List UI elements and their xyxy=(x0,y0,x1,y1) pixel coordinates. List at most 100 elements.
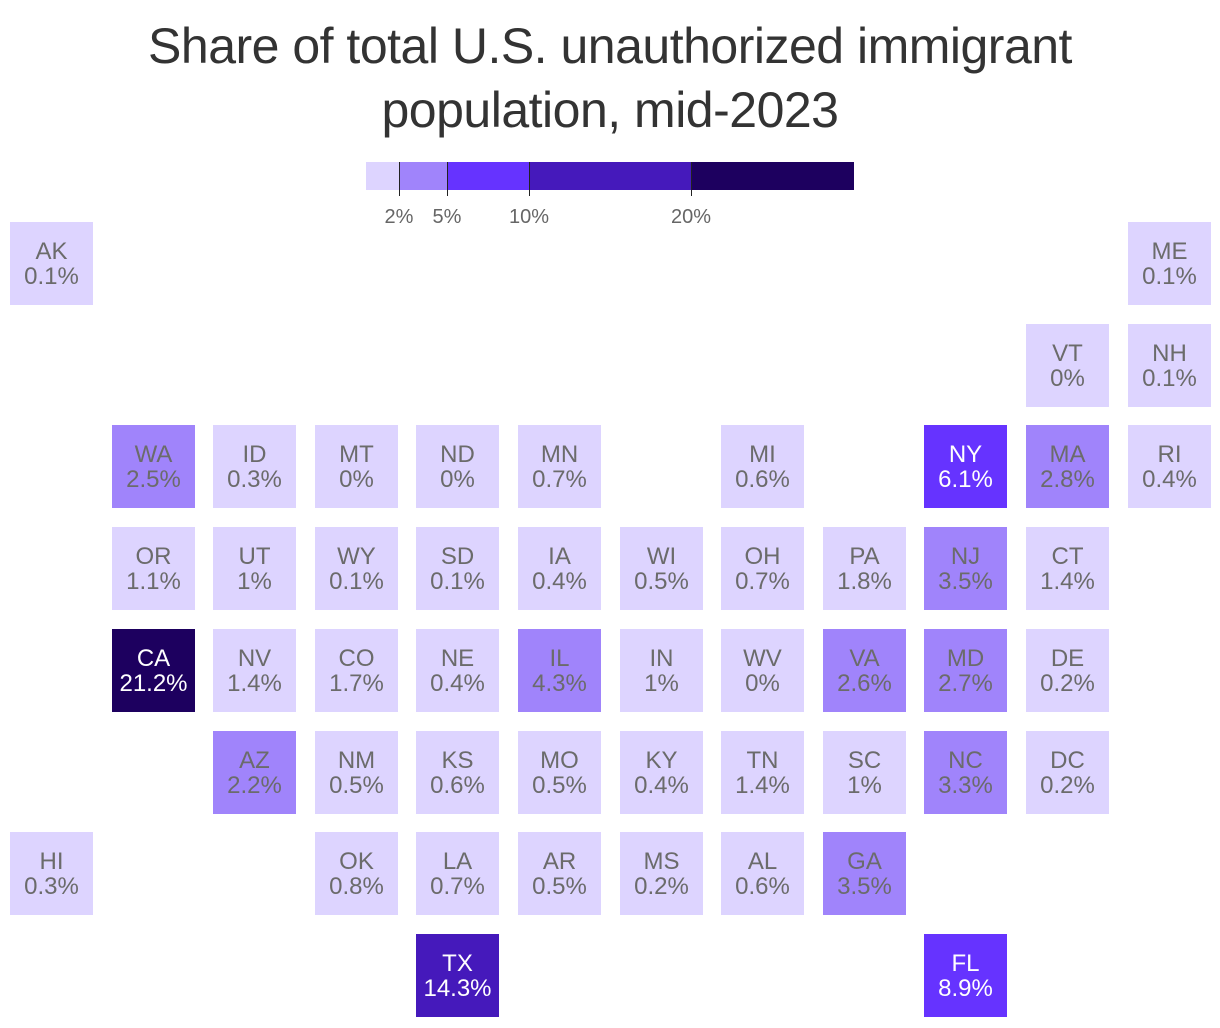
state-share-value: 0.6% xyxy=(430,771,485,799)
state-share-value: 0.1% xyxy=(1142,364,1197,392)
state-share-value: 0.4% xyxy=(532,567,587,595)
state-tile-oh[interactable]: OH 0.7% xyxy=(721,527,804,610)
state-tile-nc[interactable]: NC 3.3% xyxy=(924,731,1007,814)
state-share-value: 0.1% xyxy=(430,567,485,595)
state-tile-ak[interactable]: AK 0.1% xyxy=(10,222,93,305)
state-tile-ok[interactable]: OK 0.8% xyxy=(315,832,398,915)
state-share-value: 0.4% xyxy=(430,669,485,697)
state-tile-hi[interactable]: HI 0.3% xyxy=(10,832,93,915)
state-tile-va[interactable]: VA 2.6% xyxy=(823,629,906,712)
state-share-value: 0% xyxy=(745,669,780,697)
state-abbr: ND xyxy=(440,440,475,468)
state-tile-nm[interactable]: NM 0.5% xyxy=(315,731,398,814)
state-tile-ca[interactable]: CA 21.2% xyxy=(112,629,195,712)
state-tile-ks[interactable]: KS 0.6% xyxy=(416,731,499,814)
state-tile-ri[interactable]: RI 0.4% xyxy=(1128,425,1211,508)
state-share-value: 3.5% xyxy=(837,872,892,900)
legend-tick-label: 5% xyxy=(432,206,462,228)
state-share-value: 0.3% xyxy=(227,465,282,493)
state-tile-de[interactable]: DE 0.2% xyxy=(1026,629,1109,712)
state-abbr: LA xyxy=(442,847,473,875)
state-abbr: NV xyxy=(237,644,272,672)
state-abbr: AR xyxy=(542,847,577,875)
state-tile-in[interactable]: IN 1% xyxy=(620,629,703,712)
state-share-value: 0.2% xyxy=(1040,771,1095,799)
state-tile-ia[interactable]: IA 0.4% xyxy=(518,527,601,610)
state-tile-dc[interactable]: DC 0.2% xyxy=(1026,731,1109,814)
state-abbr: OH xyxy=(744,542,781,570)
state-abbr: AK xyxy=(35,237,68,265)
state-tile-nj[interactable]: NJ 3.5% xyxy=(924,527,1007,610)
state-tile-id[interactable]: ID 0.3% xyxy=(213,425,296,508)
state-share-value: 0.1% xyxy=(24,262,79,290)
state-tile-mt[interactable]: MT 0% xyxy=(315,425,398,508)
state-tile-fl[interactable]: FL 8.9% xyxy=(924,934,1007,1017)
state-tile-wy[interactable]: WY 0.1% xyxy=(315,527,398,610)
state-tile-nv[interactable]: NV 1.4% xyxy=(213,629,296,712)
state-tile-nd[interactable]: ND 0% xyxy=(416,425,499,508)
state-share-value: 0.2% xyxy=(1040,669,1095,697)
state-tile-wi[interactable]: WI 0.5% xyxy=(620,527,703,610)
state-abbr: NY xyxy=(948,440,983,468)
state-tile-ga[interactable]: GA 3.5% xyxy=(823,832,906,915)
legend-swatch xyxy=(398,162,448,190)
state-tile-vt[interactable]: VT 0% xyxy=(1026,324,1109,407)
state-tile-mn[interactable]: MN 0.7% xyxy=(518,425,601,508)
state-abbr: MA xyxy=(1049,440,1086,468)
state-abbr: DE xyxy=(1050,644,1085,672)
state-tile-la[interactable]: LA 0.7% xyxy=(416,832,499,915)
state-tile-ky[interactable]: KY 0.4% xyxy=(620,731,703,814)
state-abbr: NC xyxy=(948,746,983,774)
state-tile-wa[interactable]: WA 2.5% xyxy=(112,425,195,508)
state-tile-sc[interactable]: SC 1% xyxy=(823,731,906,814)
state-tile-or[interactable]: OR 1.1% xyxy=(112,527,195,610)
legend-swatch xyxy=(366,162,399,190)
state-abbr: NJ xyxy=(950,542,981,570)
state-tile-ma[interactable]: MA 2.8% xyxy=(1026,425,1109,508)
state-share-value: 2.7% xyxy=(938,669,993,697)
state-tile-mi[interactable]: MI 0.6% xyxy=(721,425,804,508)
state-tile-me[interactable]: ME 0.1% xyxy=(1128,222,1211,305)
state-share-value: 1% xyxy=(237,567,272,595)
state-abbr: AZ xyxy=(239,746,270,774)
state-tile-ms[interactable]: MS 0.2% xyxy=(620,832,703,915)
state-share-value: 21.2% xyxy=(119,669,188,697)
state-tile-ct[interactable]: CT 1.4% xyxy=(1026,527,1109,610)
legend-tick xyxy=(399,162,400,196)
state-abbr: WA xyxy=(134,440,173,468)
state-tile-ar[interactable]: AR 0.5% xyxy=(518,832,601,915)
state-tile-il[interactable]: IL 4.3% xyxy=(518,629,601,712)
state-abbr: HI xyxy=(39,847,64,875)
state-share-value: 0.4% xyxy=(634,771,689,799)
state-abbr: RI xyxy=(1157,440,1182,468)
state-share-value: 0.4% xyxy=(1142,465,1197,493)
state-share-value: 1.4% xyxy=(735,771,790,799)
state-share-value: 3.3% xyxy=(938,771,993,799)
legend-tick xyxy=(447,162,448,196)
state-tile-tx[interactable]: TX 14.3% xyxy=(416,934,499,1017)
state-tile-sd[interactable]: SD 0.1% xyxy=(416,527,499,610)
legend-tick-label: 10% xyxy=(508,206,550,228)
state-tile-nh[interactable]: NH 0.1% xyxy=(1128,324,1211,407)
map-title-line-2: population, mid-2023 xyxy=(381,82,840,138)
state-abbr: UT xyxy=(238,542,271,570)
state-share-value: 0.6% xyxy=(735,872,790,900)
state-tile-co[interactable]: CO 1.7% xyxy=(315,629,398,712)
state-abbr: DC xyxy=(1050,746,1085,774)
state-tile-ne[interactable]: NE 0.4% xyxy=(416,629,499,712)
state-tile-az[interactable]: AZ 2.2% xyxy=(213,731,296,814)
map-title-line-1: Share of total U.S. unauthorized immigra… xyxy=(148,18,1072,74)
state-tile-ut[interactable]: UT 1% xyxy=(213,527,296,610)
state-tile-wv[interactable]: WV 0% xyxy=(721,629,804,712)
state-abbr: SD xyxy=(440,542,475,570)
state-abbr: OR xyxy=(135,542,172,570)
state-tile-al[interactable]: AL 0.6% xyxy=(721,832,804,915)
state-abbr: IN xyxy=(649,644,674,672)
state-share-value: 2.6% xyxy=(837,669,892,697)
state-tile-md[interactable]: MD 2.7% xyxy=(924,629,1007,712)
state-tile-mo[interactable]: MO 0.5% xyxy=(518,731,601,814)
state-tile-tn[interactable]: TN 1.4% xyxy=(721,731,804,814)
state-tile-ny[interactable]: NY 6.1% xyxy=(924,425,1007,508)
state-abbr: NE xyxy=(440,644,475,672)
state-tile-pa[interactable]: PA 1.8% xyxy=(823,527,906,610)
